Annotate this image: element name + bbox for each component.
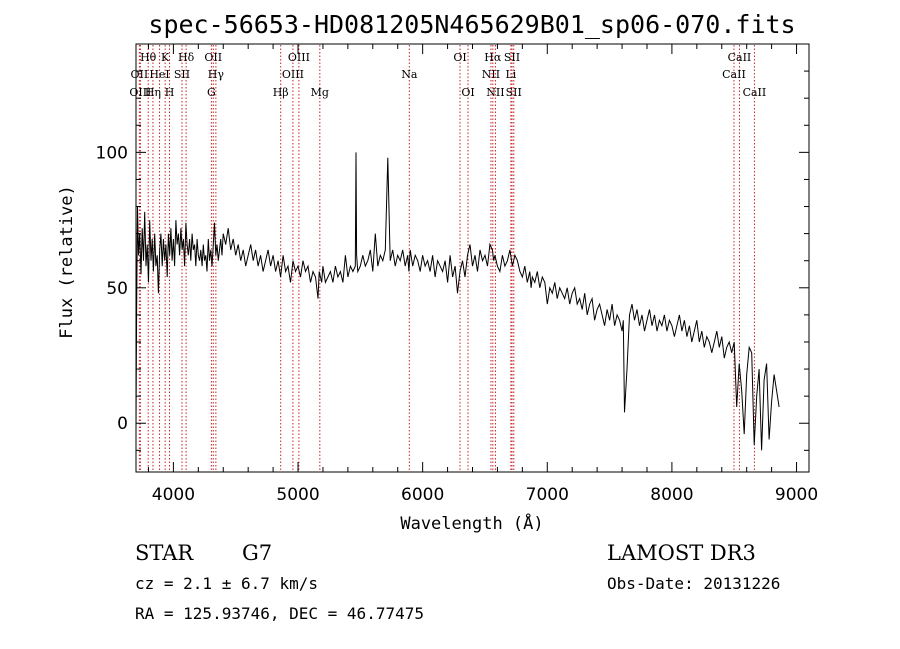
object-class: STAR [135, 541, 194, 565]
spectral-line-label: Mg [311, 86, 329, 99]
x-tick-label: 9000 [775, 485, 818, 505]
spectral-line-label: HeI [149, 68, 169, 81]
x-axis-label: Wavelength (Å) [400, 512, 543, 534]
spectral-line-label: OII [204, 51, 222, 64]
coordinates: RA = 125.93746, DEC = 46.77475 [135, 604, 424, 623]
object-subclass: G7 [242, 541, 272, 565]
spectral-line-label: OIII [288, 51, 310, 64]
spectral-line-label: OIII [129, 86, 151, 99]
spectral-line-label: SII [174, 68, 190, 81]
spectral-line-label: Hα [484, 51, 502, 64]
spectral-line-label: OII [131, 68, 149, 81]
spectral-line-label: CaII [743, 86, 767, 99]
chart-title: spec-56653-HD081205N465629B01_sp06-070.f… [148, 10, 795, 39]
x-tick-label: 4000 [152, 485, 195, 505]
spectral-line-label: Hθ [140, 51, 157, 64]
y-tick-label: 0 [117, 414, 128, 434]
x-tick-label: 7000 [526, 485, 569, 505]
spectral-line-label: CaII [722, 68, 746, 81]
spectral-line-label: CaII [728, 51, 752, 64]
observation-date: Obs-Date: 20131226 [607, 574, 780, 593]
redshift-velocity: cz = 2.1 ± 6.7 km/s [135, 574, 318, 593]
y-axis-label: Flux (relative) [57, 185, 77, 339]
spectral-line-label: OI [461, 86, 474, 99]
spectral-line-label: SII [504, 51, 520, 64]
x-tick-label: 6000 [401, 485, 444, 505]
spectral-line-label: G [207, 86, 216, 99]
y-tick-label: 100 [96, 143, 128, 163]
survey-name: LAMOST DR3 [607, 541, 756, 565]
spectral-line-label: OI [453, 51, 466, 64]
y-tick-label: 50 [106, 279, 128, 299]
spectral-line-label: Hγ [208, 68, 225, 81]
spectral-line-label: SII [506, 86, 522, 99]
spectral-line-label: NII [482, 68, 500, 81]
x-tick-label: 5000 [276, 485, 319, 505]
axis-ticks [136, 43, 809, 472]
spectral-line-label: Li [505, 68, 516, 81]
spectral-line-label: NII [486, 86, 504, 99]
spectral-line-label: H [165, 86, 175, 99]
spectral-line-markers [138, 45, 755, 471]
x-tick-label: 8000 [650, 485, 693, 505]
spectrum-line [135, 152, 780, 451]
spectral-line-label: Hδ [178, 51, 195, 64]
spectral-line-label: Na [401, 68, 418, 81]
spectral-line-label: OIII [282, 68, 304, 81]
spectral-line-label: Hβ [273, 86, 289, 99]
spectral-line-label: Hη [145, 86, 161, 99]
axis-tick-labels: 4000 5000 6000 7000 8000 9000 0 50 100 [96, 143, 819, 505]
spectral-line-labels: Hθ OII OIII K HeI Hη H Hδ SII OII Hγ G OIII OIII Hβ Mg N… [129, 51, 766, 99]
spectral-line-label: K [161, 51, 170, 64]
plot-frame [135, 43, 810, 473]
